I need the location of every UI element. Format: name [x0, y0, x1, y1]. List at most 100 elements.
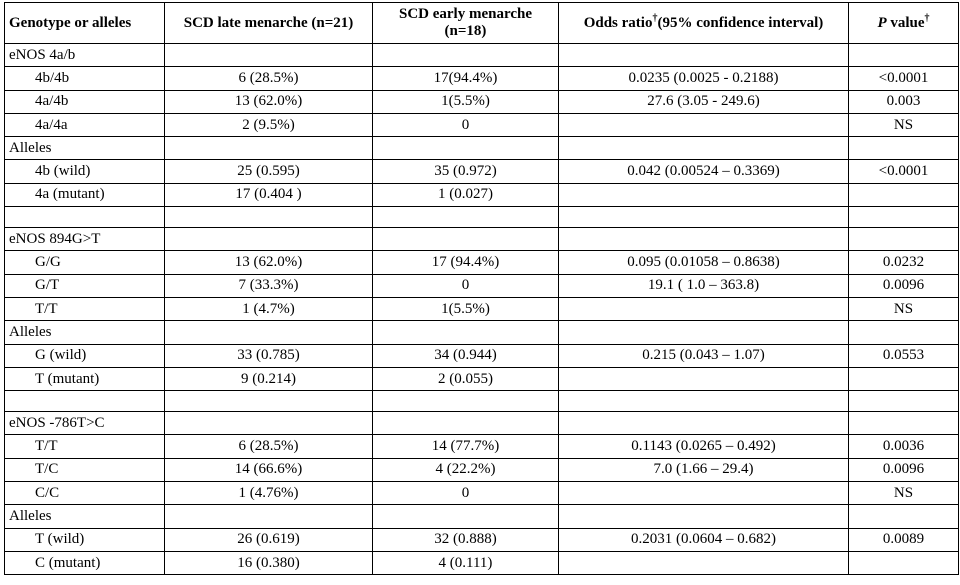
header-early-menarche: SCD early menarche (n=18) [372, 2, 559, 44]
header-row: Genotype or alleles SCD late menarche (n… [4, 2, 959, 44]
p-value-cell [848, 206, 959, 229]
odds-ratio-cell [558, 550, 849, 576]
late-menarche-cell [164, 504, 373, 529]
p-value-cell: NS [848, 296, 959, 322]
table-row: T/C 14 (66.6%) 4 (22.2%) 7.0 (1.66 – 29.4) 0… [4, 457, 959, 483]
table-row: C/C 1 (4.76%) 0 NS [4, 481, 959, 506]
p-value-cell [848, 411, 959, 436]
genotype-cell: eNOS 4a/b [4, 42, 165, 68]
late-menarche-cell [164, 411, 373, 436]
genotype-table: Genotype or alleles SCD late menarche (n… [4, 2, 959, 576]
genotype-cell: T (mutant) [4, 366, 165, 392]
odds-ratio-cell: 7.0 (1.66 – 29.4) [558, 457, 849, 483]
category-row: Alleles [4, 504, 959, 529]
p-value-cell [848, 182, 959, 208]
early-menarche-cell: 1(5.5%) [372, 89, 559, 114]
late-menarche-cell [164, 227, 373, 252]
odds-ratio-cell [558, 136, 849, 161]
header-late-menarche: SCD late menarche (n=21) [164, 2, 373, 44]
p-value-cell: <0.0001 [848, 66, 959, 91]
odds-ratio-cell [558, 504, 849, 529]
category-row: eNOS -786T>C [4, 411, 959, 436]
p-value-cell: <0.0001 [848, 159, 959, 184]
late-menarche-cell: 17 (0.404 ) [164, 182, 373, 208]
odds-ratio-cell [558, 42, 849, 68]
odds-ratio-cell: 0.2031 (0.0604 – 0.682) [558, 527, 849, 552]
late-menarche-cell [164, 42, 373, 68]
early-menarche-cell [372, 206, 559, 229]
late-menarche-cell: 9 (0.214) [164, 366, 373, 392]
late-menarche-cell: 25 (0.595) [164, 159, 373, 184]
genotype-cell: G (wild) [4, 343, 165, 368]
table-row: G/T 7 (33.3%) 0 19.1 ( 1.0 – 363.8) 0.0096 [4, 273, 959, 298]
genotype-cell: eNOS 894G>T [4, 227, 165, 252]
table-row: T (mutant) 9 (0.214) 2 (0.055) [4, 366, 959, 392]
early-menarche-cell [372, 390, 559, 413]
table-row: G (wild) 33 (0.785) 34 (0.944) 0.215 (0.043… [4, 343, 959, 368]
early-menarche-cell: 14 (77.7%) [372, 434, 559, 459]
table-row: G/G 13 (62.0%) 17 (94.4%) 0.095 (0.01058 – … [4, 250, 959, 275]
late-menarche-cell: 16 (0.380) [164, 550, 373, 576]
late-menarche-cell: 2 (9.5%) [164, 112, 373, 138]
late-menarche-cell: 7 (33.3%) [164, 273, 373, 298]
header-genotype: Genotype or alleles [4, 2, 165, 44]
spacer-row [4, 390, 959, 413]
genotype-cell: T/C [4, 457, 165, 483]
early-menarche-cell: 4 (0.111) [372, 550, 559, 576]
late-menarche-cell: 13 (62.0%) [164, 89, 373, 114]
late-menarche-cell [164, 390, 373, 413]
early-menarche-cell [372, 504, 559, 529]
category-row: Alleles [4, 320, 959, 345]
table-row: 4a (mutant) 17 (0.404 ) 1 (0.027) [4, 182, 959, 208]
p-value-cell [848, 42, 959, 68]
odds-ratio-cell [558, 182, 849, 208]
header-p-value: P value† [848, 2, 959, 44]
genotype-cell: T/T [4, 434, 165, 459]
genotype-cell: 4b/4b [4, 66, 165, 91]
genotype-cell: Alleles [4, 320, 165, 345]
late-menarche-cell [164, 320, 373, 345]
odds-ratio-cell [558, 390, 849, 413]
header-p-text: value [886, 14, 925, 31]
early-menarche-cell: 35 (0.972) [372, 159, 559, 184]
early-menarche-cell: 1 (0.027) [372, 182, 559, 208]
p-value-cell [848, 366, 959, 392]
p-value-cell [848, 504, 959, 529]
header-odds-ratio-text: Odds ratio [583, 14, 653, 31]
p-value-cell: NS [848, 481, 959, 506]
early-menarche-cell: 0 [372, 112, 559, 138]
odds-ratio-cell: 19.1 ( 1.0 – 363.8) [558, 273, 849, 298]
genotype-cell: C (mutant) [4, 550, 165, 576]
table-row: T (wild) 26 (0.619) 32 (0.888) 0.2031 (0.06… [4, 527, 959, 552]
p-value-cell: 0.003 [848, 89, 959, 114]
late-menarche-cell [164, 136, 373, 161]
early-menarche-cell [372, 227, 559, 252]
late-menarche-cell: 1 (4.7%) [164, 296, 373, 322]
odds-ratio-cell [558, 112, 849, 138]
genotype-cell: T/T [4, 296, 165, 322]
odds-ratio-cell [558, 206, 849, 229]
late-menarche-cell: 33 (0.785) [164, 343, 373, 368]
category-row: eNOS 894G>T [4, 227, 959, 252]
table-row: C (mutant) 16 (0.380) 4 (0.111) [4, 550, 959, 576]
genotype-cell: 4a/4b [4, 89, 165, 114]
odds-ratio-cell [558, 481, 849, 506]
table-body: eNOS 4a/b 4b/4b 6 (28.5%) 17(94.4%) 0.0235 (… [4, 42, 959, 576]
header-odds-ratio: Odds ratio†(95% confidence interval) [558, 2, 849, 44]
category-row: eNOS 4a/b [4, 42, 959, 68]
p-value-cell: 0.0232 [848, 250, 959, 275]
odds-ratio-cell: 27.6 (3.05 - 249.6) [558, 89, 849, 114]
p-value-cell [848, 136, 959, 161]
p-value-cell [848, 550, 959, 576]
late-menarche-cell: 6 (28.5%) [164, 66, 373, 91]
p-value-cell: 0.0089 [848, 527, 959, 552]
late-menarche-cell: 1 (4.76%) [164, 481, 373, 506]
late-menarche-cell: 13 (62.0%) [164, 250, 373, 275]
table-row: T/T 6 (28.5%) 14 (77.7%) 0.1143 (0.0265 – 0… [4, 434, 959, 459]
early-menarche-cell: 17(94.4%) [372, 66, 559, 91]
early-menarche-cell: 32 (0.888) [372, 527, 559, 552]
p-value-cell [848, 390, 959, 413]
early-menarche-cell [372, 136, 559, 161]
odds-ratio-cell: 0.095 (0.01058 – 0.8638) [558, 250, 849, 275]
early-menarche-cell: 1(5.5%) [372, 296, 559, 322]
